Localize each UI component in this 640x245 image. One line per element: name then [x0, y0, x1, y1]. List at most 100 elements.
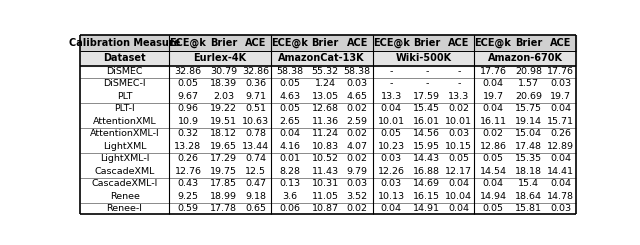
- Text: -: -: [390, 79, 393, 88]
- Text: 0.02: 0.02: [347, 204, 367, 213]
- Text: 16.01: 16.01: [413, 117, 440, 126]
- Text: 20.69: 20.69: [515, 92, 542, 101]
- Text: -: -: [457, 79, 461, 88]
- Text: 18.12: 18.12: [210, 129, 237, 138]
- Text: ECE@k: ECE@k: [170, 38, 206, 48]
- Text: 10.01: 10.01: [445, 117, 472, 126]
- Text: 0.04: 0.04: [483, 79, 504, 88]
- Text: 19.14: 19.14: [515, 117, 542, 126]
- Text: 30.79: 30.79: [210, 67, 237, 76]
- Text: 0.02: 0.02: [347, 104, 367, 113]
- Text: 11.24: 11.24: [312, 129, 339, 138]
- Text: 0.65: 0.65: [245, 204, 266, 213]
- Text: 10.87: 10.87: [312, 204, 339, 213]
- Text: 17.59: 17.59: [413, 92, 440, 101]
- Text: ECE@k: ECE@k: [373, 38, 410, 48]
- Text: 18.18: 18.18: [515, 167, 542, 176]
- Text: 15.45: 15.45: [413, 104, 440, 113]
- Text: 14.91: 14.91: [413, 204, 440, 213]
- Text: 17.48: 17.48: [515, 142, 542, 151]
- Text: 4.63: 4.63: [279, 92, 300, 101]
- Text: PLT-I: PLT-I: [114, 104, 135, 113]
- Text: 10.23: 10.23: [378, 142, 405, 151]
- Text: 0.51: 0.51: [245, 104, 266, 113]
- Text: 3.6: 3.6: [282, 192, 297, 201]
- Text: 15.71: 15.71: [547, 117, 574, 126]
- Text: 13.05: 13.05: [312, 92, 339, 101]
- Text: 0.02: 0.02: [347, 129, 367, 138]
- Text: 10.13: 10.13: [378, 192, 405, 201]
- Text: 16.88: 16.88: [413, 167, 440, 176]
- Text: 18.39: 18.39: [210, 79, 237, 88]
- Text: 10.04: 10.04: [445, 192, 472, 201]
- Text: 12.68: 12.68: [312, 104, 339, 113]
- Text: 9.67: 9.67: [177, 92, 198, 101]
- Text: 19.7: 19.7: [483, 92, 504, 101]
- Text: 12.17: 12.17: [445, 167, 472, 176]
- Text: 13.3: 13.3: [448, 92, 470, 101]
- Text: 15.75: 15.75: [515, 104, 542, 113]
- Text: PLT: PLT: [117, 92, 132, 101]
- Text: 0.36: 0.36: [245, 79, 266, 88]
- Text: 11.05: 11.05: [312, 192, 339, 201]
- Text: 0.04: 0.04: [449, 179, 469, 188]
- Text: 0.74: 0.74: [245, 154, 266, 163]
- Text: Brier: Brier: [413, 38, 440, 48]
- Text: CascadeXML-I: CascadeXML-I: [92, 179, 158, 188]
- Text: 18.99: 18.99: [210, 192, 237, 201]
- Text: 17.76: 17.76: [479, 67, 506, 76]
- Text: 15.4: 15.4: [518, 179, 539, 188]
- Text: 0.02: 0.02: [483, 129, 504, 138]
- Text: 15.95: 15.95: [413, 142, 440, 151]
- Text: 0.03: 0.03: [347, 79, 368, 88]
- Text: 0.05: 0.05: [177, 79, 198, 88]
- Text: 14.94: 14.94: [479, 192, 506, 201]
- Text: 58.38: 58.38: [344, 67, 371, 76]
- Text: 0.04: 0.04: [381, 104, 402, 113]
- Text: -: -: [425, 67, 428, 76]
- Text: 0.04: 0.04: [449, 204, 469, 213]
- Text: Amazon-670K: Amazon-670K: [488, 53, 563, 63]
- Text: 19.51: 19.51: [210, 117, 237, 126]
- Text: 16.11: 16.11: [479, 117, 506, 126]
- Text: 9.25: 9.25: [177, 192, 198, 201]
- Text: 58.38: 58.38: [276, 67, 303, 76]
- Text: 14.43: 14.43: [413, 154, 440, 163]
- Text: 8.28: 8.28: [279, 167, 300, 176]
- Text: 0.03: 0.03: [448, 129, 469, 138]
- Text: -: -: [425, 79, 428, 88]
- Text: 0.04: 0.04: [550, 154, 571, 163]
- Text: Eurlex-4K: Eurlex-4K: [193, 53, 246, 63]
- Text: 0.05: 0.05: [483, 204, 504, 213]
- Text: 32.86: 32.86: [242, 67, 269, 76]
- Text: 2.59: 2.59: [347, 117, 367, 126]
- Text: 0.03: 0.03: [347, 179, 368, 188]
- Bar: [80, 51, 576, 66]
- Text: 9.18: 9.18: [245, 192, 266, 201]
- Bar: [80, 35, 576, 51]
- Text: Renee-I: Renee-I: [107, 204, 143, 213]
- Text: Brier: Brier: [210, 38, 237, 48]
- Text: 0.13: 0.13: [279, 179, 300, 188]
- Text: 10.15: 10.15: [445, 142, 472, 151]
- Text: 10.63: 10.63: [242, 117, 269, 126]
- Text: 0.26: 0.26: [177, 154, 198, 163]
- Text: 11.36: 11.36: [312, 117, 339, 126]
- Text: 0.01: 0.01: [279, 154, 300, 163]
- Text: 0.03: 0.03: [550, 204, 571, 213]
- Text: 19.65: 19.65: [210, 142, 237, 151]
- Text: 0.05: 0.05: [483, 154, 504, 163]
- Text: 20.98: 20.98: [515, 67, 542, 76]
- Text: 17.29: 17.29: [210, 154, 237, 163]
- Text: 10.52: 10.52: [312, 154, 339, 163]
- Text: ECE@k: ECE@k: [475, 38, 511, 48]
- Text: 32.86: 32.86: [174, 67, 202, 76]
- Text: ACE: ACE: [448, 38, 470, 48]
- Text: DiSMEC-I: DiSMEC-I: [103, 79, 146, 88]
- Text: 0.03: 0.03: [381, 179, 402, 188]
- Text: 19.7: 19.7: [550, 92, 571, 101]
- Text: 10.83: 10.83: [312, 142, 339, 151]
- Text: 3.52: 3.52: [347, 192, 368, 201]
- Text: Brier: Brier: [515, 38, 542, 48]
- Text: 0.05: 0.05: [381, 129, 402, 138]
